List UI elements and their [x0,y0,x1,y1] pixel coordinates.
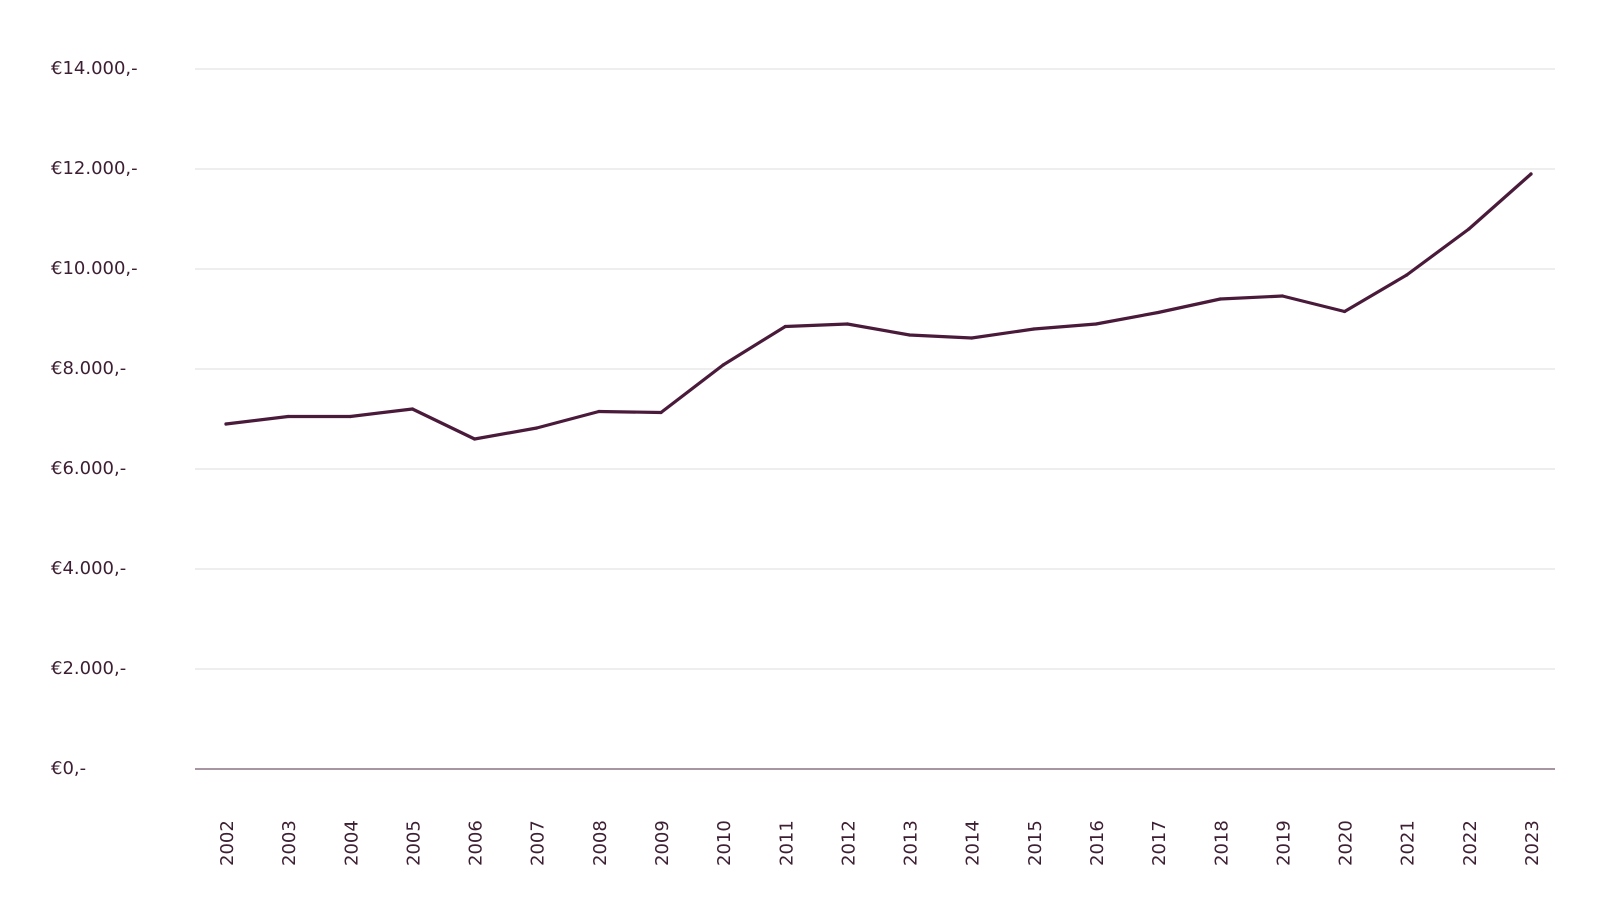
x-tick-label: 2020 [1336,820,1357,866]
x-tick-label: 2013 [901,820,922,866]
series-layer [224,172,1533,441]
data-point [348,414,352,419]
x-tick-label: 2006 [466,820,487,866]
x-tick-label: 2010 [714,820,735,866]
x-tick-label: 2018 [1211,820,1232,866]
data-point [597,409,601,414]
y-tick-label: €12.000,- [51,158,138,179]
y-tick-label: €0,- [51,758,86,779]
x-axis-tick-labels: 2002 2003 2004 2005 2006 2007 2008 2009 2010 2011… [217,820,1543,866]
y-axis-tick-labels: €0,- €2.000,- €4.000,- €6.000,- €8.000,- €10.… [51,58,138,779]
data-point [1218,297,1222,301]
data-point [1529,172,1533,176]
y-tick-label: €14.000,- [51,58,138,79]
data-point [1467,227,1471,231]
data-point [1032,327,1036,331]
data-point [472,437,477,441]
x-tick-label: 2007 [528,820,549,866]
y-tick-label: €10.000,- [51,258,138,279]
x-tick-label: 2002 [217,820,238,866]
data-point [410,407,415,411]
data-point [535,426,539,430]
data-point [970,336,974,340]
x-tick-label: 2023 [1522,820,1543,866]
data-point [659,410,663,415]
data-point [783,324,787,329]
y-tick-label: €2.000,- [51,658,126,679]
data-point [1156,310,1160,315]
x-tick-label: 2015 [1025,820,1046,866]
y-tick-label: €4.000,- [51,558,126,579]
x-tick-label: 2019 [1273,820,1294,866]
data-point [1342,309,1347,314]
x-tick-label: 2021 [1398,820,1419,866]
y-tick-label: €6.000,- [51,458,126,479]
x-tick-label: 2004 [341,820,362,866]
series-line [224,172,1533,441]
x-tick-label: 2017 [1149,820,1170,866]
data-point [286,414,290,419]
data-point [1094,322,1098,326]
x-tick-label: 2016 [1087,820,1108,866]
data-point [721,363,725,367]
x-tick-label: 2011 [776,820,797,866]
y-tick-label: €8.000,- [51,358,126,379]
data-point [1405,273,1409,277]
data-point [224,422,228,426]
x-tick-label: 2009 [652,820,673,866]
gridlines [195,68,1555,770]
data-point [907,333,912,337]
x-tick-label: 2005 [403,820,424,866]
data-point [845,322,850,326]
x-tick-label: 2022 [1460,820,1481,866]
data-point [1280,294,1285,298]
x-tick-label: 2012 [838,820,859,866]
x-tick-label: 2003 [279,820,300,866]
x-tick-label: 2008 [590,820,611,866]
x-tick-label: 2014 [963,820,984,866]
